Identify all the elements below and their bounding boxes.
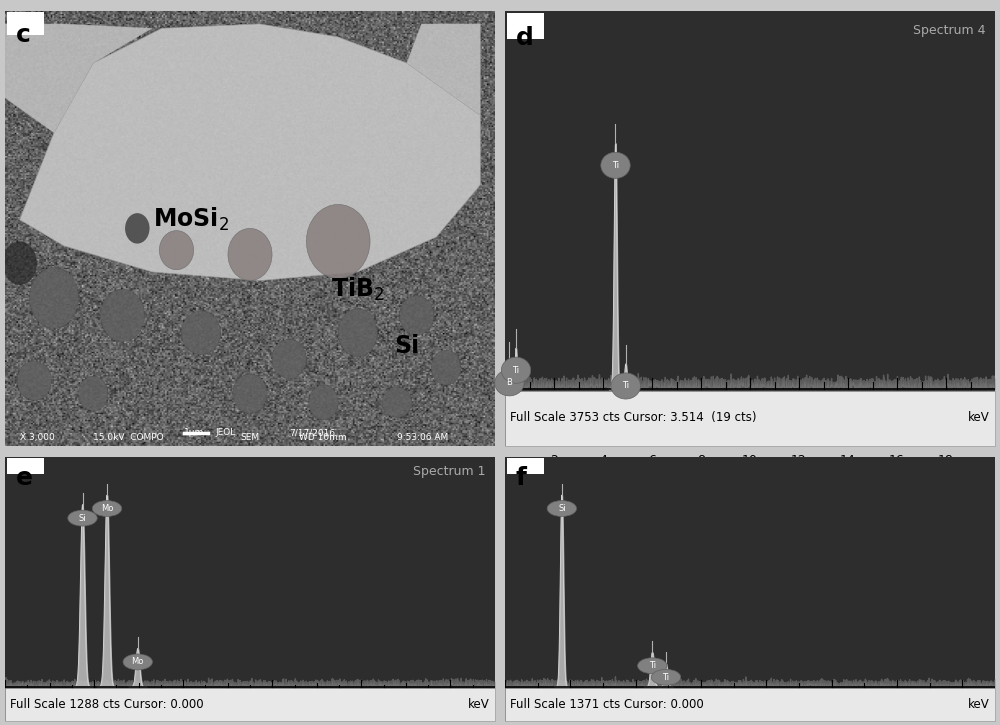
Ellipse shape: [306, 204, 370, 278]
Text: Full Scale 1371 cts Cursor: 0.000: Full Scale 1371 cts Cursor: 0.000: [510, 697, 704, 710]
Text: Mo: Mo: [132, 658, 144, 666]
Text: Si: Si: [558, 504, 566, 513]
Ellipse shape: [30, 268, 78, 328]
Text: 1μm: 1μm: [184, 428, 204, 437]
Text: WD 10mm: WD 10mm: [299, 433, 347, 442]
Ellipse shape: [101, 289, 145, 341]
Circle shape: [68, 510, 97, 526]
Text: keV: keV: [968, 411, 990, 424]
FancyBboxPatch shape: [507, 458, 544, 474]
FancyBboxPatch shape: [507, 13, 544, 39]
Text: Si: Si: [79, 513, 86, 523]
Ellipse shape: [78, 376, 108, 411]
Text: TiB$_2$: TiB$_2$: [331, 276, 384, 303]
Ellipse shape: [17, 361, 52, 400]
Circle shape: [547, 500, 577, 516]
Ellipse shape: [382, 387, 412, 418]
Text: 7/17/2016: 7/17/2016: [289, 428, 335, 437]
FancyBboxPatch shape: [505, 688, 995, 721]
Circle shape: [601, 152, 630, 178]
Text: Ti: Ti: [612, 161, 619, 170]
Circle shape: [501, 357, 531, 384]
FancyBboxPatch shape: [7, 458, 44, 474]
Circle shape: [611, 373, 640, 399]
Text: B: B: [506, 378, 512, 387]
Ellipse shape: [399, 296, 434, 335]
FancyBboxPatch shape: [5, 688, 495, 721]
Circle shape: [123, 654, 152, 670]
Ellipse shape: [125, 213, 150, 244]
Text: Mo: Mo: [101, 504, 113, 513]
Ellipse shape: [233, 374, 267, 413]
Polygon shape: [407, 24, 480, 115]
Polygon shape: [5, 24, 152, 133]
Ellipse shape: [272, 339, 306, 378]
Text: MoSi$_2$: MoSi$_2$: [153, 206, 229, 233]
Text: keV: keV: [468, 697, 490, 710]
Text: Spectrum 1: Spectrum 1: [413, 465, 485, 478]
Text: Si: Si: [394, 334, 419, 358]
Circle shape: [495, 370, 524, 396]
Text: keV: keV: [968, 697, 990, 710]
Text: 15.0kV  COMPO: 15.0kV COMPO: [93, 433, 164, 442]
Text: Full Scale 3753 cts Cursor: 3.514  (19 cts): Full Scale 3753 cts Cursor: 3.514 (19 ct…: [510, 411, 756, 424]
Text: Ti: Ti: [649, 661, 656, 671]
Text: d: d: [516, 26, 534, 50]
Text: SEM: SEM: [240, 433, 259, 442]
Ellipse shape: [309, 385, 338, 420]
Circle shape: [651, 669, 681, 685]
Ellipse shape: [3, 241, 37, 285]
FancyBboxPatch shape: [505, 391, 995, 446]
Ellipse shape: [159, 231, 194, 270]
Ellipse shape: [181, 311, 221, 355]
Text: X 3,000: X 3,000: [20, 433, 54, 442]
Text: Ti: Ti: [512, 365, 520, 375]
Text: Full Scale 1288 cts Cursor: 0.000: Full Scale 1288 cts Cursor: 0.000: [10, 697, 204, 710]
Ellipse shape: [228, 228, 272, 281]
Ellipse shape: [338, 309, 377, 357]
Text: JEOL: JEOL: [216, 428, 236, 437]
Text: e: e: [16, 466, 33, 490]
Text: Spectrum 4: Spectrum 4: [913, 24, 985, 37]
Circle shape: [638, 658, 667, 674]
Text: f: f: [516, 466, 527, 490]
Text: 9:53:06 AM: 9:53:06 AM: [397, 433, 448, 442]
Text: c: c: [16, 23, 31, 47]
FancyBboxPatch shape: [7, 12, 44, 35]
Text: Ti: Ti: [662, 673, 670, 682]
Polygon shape: [20, 24, 480, 281]
Ellipse shape: [431, 350, 461, 385]
Text: Ti: Ti: [622, 381, 629, 391]
Circle shape: [92, 500, 122, 516]
